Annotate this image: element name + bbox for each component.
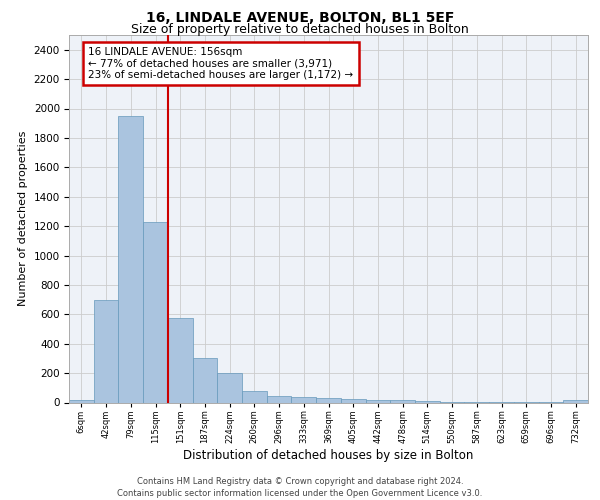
Bar — [242, 390, 267, 402]
Bar — [94, 300, 118, 403]
Bar — [168, 318, 193, 402]
Bar — [341, 399, 365, 402]
Bar — [118, 116, 143, 403]
Bar — [143, 222, 168, 402]
Y-axis label: Number of detached properties: Number of detached properties — [18, 131, 28, 306]
Text: 16 LINDALE AVENUE: 156sqm
← 77% of detached houses are smaller (3,971)
23% of se: 16 LINDALE AVENUE: 156sqm ← 77% of detac… — [88, 47, 353, 80]
Bar — [292, 398, 316, 402]
Text: 16, LINDALE AVENUE, BOLTON, BL1 5EF: 16, LINDALE AVENUE, BOLTON, BL1 5EF — [146, 12, 454, 26]
Bar — [365, 400, 390, 402]
Bar — [316, 398, 341, 402]
Text: Contains HM Land Registry data © Crown copyright and database right 2024.
Contai: Contains HM Land Registry data © Crown c… — [118, 476, 482, 498]
Bar — [267, 396, 292, 402]
Bar — [390, 400, 415, 402]
Bar — [69, 400, 94, 402]
Text: Size of property relative to detached houses in Bolton: Size of property relative to detached ho… — [131, 22, 469, 36]
Bar — [193, 358, 217, 403]
Bar — [217, 373, 242, 402]
Bar — [415, 401, 440, 402]
Bar — [563, 400, 588, 402]
X-axis label: Distribution of detached houses by size in Bolton: Distribution of detached houses by size … — [184, 449, 473, 462]
